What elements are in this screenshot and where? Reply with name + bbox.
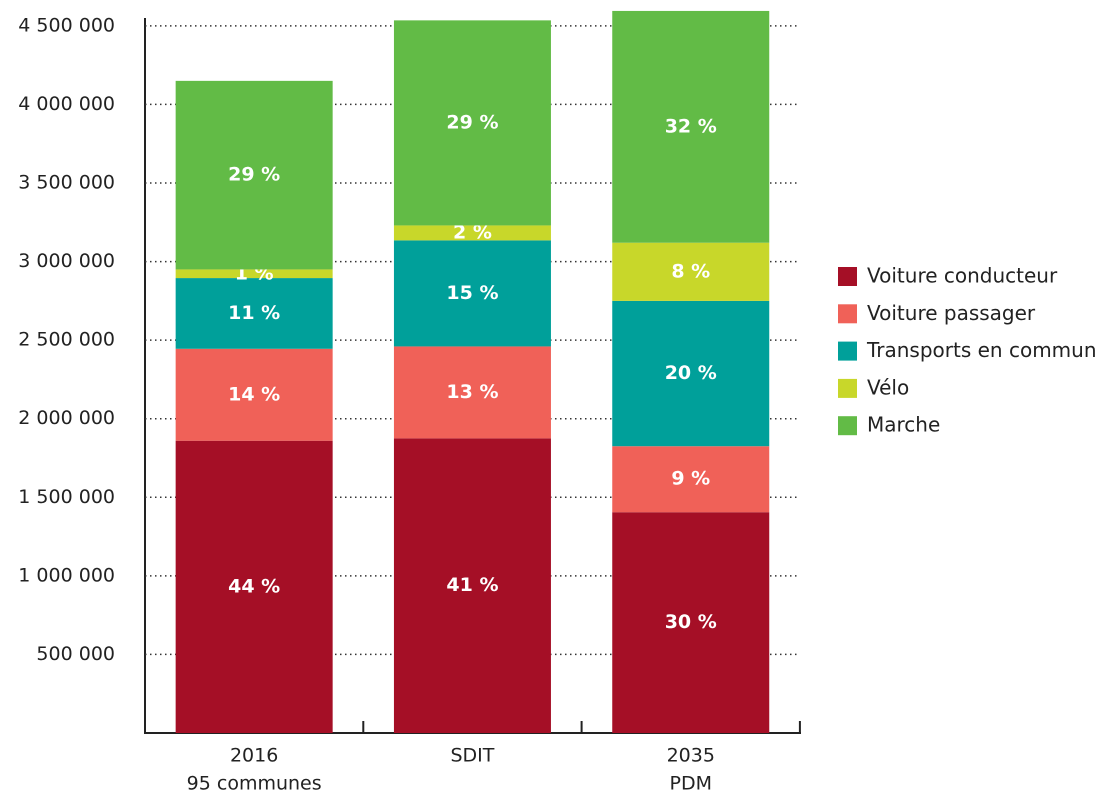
- x-tick-label: 95 communes: [187, 773, 322, 793]
- y-tick-label: 1 500 000: [18, 486, 115, 508]
- bar-segment: [393, 20, 551, 226]
- bar-segment: [612, 300, 770, 447]
- y-tick-label: 3 500 000: [18, 172, 115, 194]
- y-tick-label: 3 000 000: [18, 250, 115, 272]
- y-tick-label: 2 000 000: [18, 407, 115, 429]
- legend-swatch: [838, 304, 857, 324]
- y-tick-label: 4 000 000: [18, 93, 115, 115]
- y-tick-label: 500 000: [36, 643, 115, 665]
- legend-swatch: [838, 267, 857, 286]
- value-label: 9 %: [671, 468, 710, 490]
- bar-segment: [393, 240, 551, 347]
- value-label: 14 %: [228, 383, 280, 405]
- bar-segment: [393, 438, 551, 733]
- y-tick-label: 2 500 000: [18, 329, 115, 351]
- value-label: 30 %: [665, 611, 717, 633]
- legend-label: Voiture passager: [867, 301, 1036, 325]
- bar-segment: [175, 348, 333, 441]
- value-label: 2 %: [453, 221, 492, 243]
- x-tick-label: PDM: [670, 773, 712, 793]
- y-tick-label: 4 500 000: [18, 14, 115, 36]
- value-label: 29 %: [446, 111, 498, 133]
- value-label: 29 %: [228, 164, 280, 186]
- x-tick-label: 2035: [667, 745, 715, 767]
- bar-segment: [393, 225, 551, 241]
- bar-segment: [175, 278, 333, 349]
- legend-swatch: [838, 416, 857, 436]
- y-tick-label: 1 000 000: [18, 564, 115, 586]
- value-label: 8 %: [671, 260, 710, 282]
- value-label: 15 %: [446, 282, 498, 304]
- legend-swatch: [838, 378, 857, 398]
- x-tick-label: 2016: [230, 745, 278, 767]
- bar-segment: [393, 346, 551, 439]
- legend-label: Marche: [867, 413, 940, 437]
- bar-segment: [612, 242, 770, 301]
- legend-label: Voiture conducteur: [867, 264, 1058, 288]
- bar-segment: [175, 440, 333, 733]
- legend-label: Vélo: [867, 375, 909, 399]
- legend-label: Transports en commun: [866, 338, 1097, 362]
- value-label: 11 %: [228, 302, 280, 324]
- value-label: 13 %: [446, 381, 498, 403]
- bar-segment: [612, 10, 770, 243]
- value-label: 32 %: [665, 115, 717, 137]
- bar-segment: [175, 269, 333, 279]
- bar-segment: [175, 80, 333, 270]
- value-label: 44 %: [228, 575, 280, 597]
- value-label: 41 %: [446, 574, 498, 596]
- legend-swatch: [838, 341, 857, 361]
- bar-segment: [612, 512, 770, 733]
- value-label: 20 %: [665, 362, 717, 384]
- bar-segment: [612, 446, 770, 513]
- x-tick-label: SDIT: [450, 745, 494, 767]
